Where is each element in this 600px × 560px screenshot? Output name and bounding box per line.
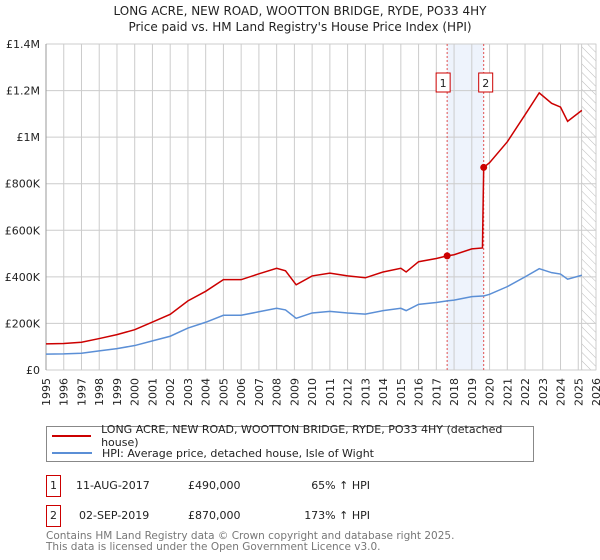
- legend: LONG ACRE, NEW ROAD, WOOTTON BRIDGE, RYD…: [46, 423, 534, 462]
- sale-period-shade: [447, 44, 484, 370]
- legend-swatch-blue: [52, 452, 92, 454]
- legend-item-property: LONG ACRE, NEW ROAD, WOOTTON BRIDGE, RYD…: [47, 423, 533, 449]
- footer-copyright: Contains HM Land Registry data © Crown c…: [46, 530, 455, 542]
- sale-point: [443, 252, 451, 260]
- sale-label-number: 2: [482, 77, 489, 90]
- footer-licence: This data is licensed under the Open Gov…: [46, 541, 381, 553]
- forecast-hatch: [581, 43, 597, 371]
- price-chart: LONG ACRE, NEW ROAD, WOOTTON BRIDGE, RYD…: [5, 4, 600, 406]
- x-tick-label: 2019: [466, 378, 479, 406]
- x-tick-label: 2017: [430, 378, 443, 406]
- footer: Contains HM Land Registry data © Crown c…: [46, 531, 454, 553]
- x-tick-label: 2014: [377, 378, 390, 406]
- x-tick-label: 2006: [235, 378, 248, 406]
- x-tick-label: 2003: [182, 378, 195, 406]
- sale-badge: 2: [46, 505, 61, 527]
- chart-subtitle: Price paid vs. HM Land Registry's House …: [128, 20, 471, 34]
- sale-label-number: 1: [440, 77, 447, 90]
- series-line: [45, 91, 583, 345]
- x-tick-label: 1999: [111, 378, 124, 406]
- x-tick-label: 2026: [590, 378, 600, 406]
- x-tick-label: 2022: [519, 378, 532, 406]
- x-tick-label: 2021: [501, 378, 514, 406]
- chart-title: LONG ACRE, NEW ROAD, WOOTTON BRIDGE, RYD…: [113, 4, 487, 18]
- y-tick-label: £1M: [17, 131, 41, 144]
- x-tick-label: 2005: [217, 378, 230, 406]
- sale-date: 02-SEP-2019: [79, 509, 150, 522]
- x-tick-label: 2008: [271, 378, 284, 406]
- x-tick-label: 2002: [164, 378, 177, 406]
- x-tick-label: 1996: [58, 378, 71, 406]
- sale-date: 11-AUG-2017: [76, 479, 150, 492]
- x-tick-label: 2009: [288, 378, 301, 406]
- x-tick-label: 2013: [359, 378, 372, 406]
- x-tick-label: 2010: [306, 378, 319, 406]
- sale-point: [480, 163, 488, 171]
- sale-label-box: [478, 72, 494, 93]
- x-tick-label: 1998: [93, 378, 106, 406]
- x-tick-label: 2011: [324, 378, 337, 406]
- y-tick-label: £800K: [5, 178, 41, 191]
- y-tick-label: £400K: [5, 271, 41, 284]
- y-tick-label: £1.4M: [6, 38, 40, 51]
- sale-label-box: [435, 72, 451, 93]
- sale-row: 1 11-AUG-2017 £490,000 65% ↑ HPI: [46, 475, 446, 497]
- x-tick-label: 2000: [129, 378, 142, 406]
- x-tick-label: 2001: [146, 378, 159, 406]
- sale-price: £870,000: [188, 509, 241, 522]
- y-tick-label: £600K: [5, 224, 41, 237]
- sale-row: 2 02-SEP-2019 £870,000 173% ↑ HPI: [46, 505, 446, 527]
- x-tick-label: 2025: [572, 378, 585, 406]
- legend-label: HPI: Average price, detached house, Isle…: [102, 446, 374, 460]
- y-tick-label: £200K: [5, 317, 41, 330]
- x-tick-label: 2012: [342, 378, 355, 406]
- x-tick-label: 2015: [395, 378, 408, 406]
- legend-item-hpi: HPI: Average price, detached house, Isle…: [47, 445, 374, 461]
- x-tick-label: 2004: [200, 378, 213, 406]
- legend-label: LONG ACRE, NEW ROAD, WOOTTON BRIDGE, RYD…: [101, 423, 503, 449]
- x-tick-label: 1997: [75, 378, 88, 406]
- x-tick-label: 2023: [537, 378, 550, 406]
- legend-swatch-red: [52, 435, 92, 437]
- sale-hpi: 173% ↑ HPI: [304, 509, 370, 522]
- x-tick-label: 2020: [484, 378, 497, 406]
- sale-price: £490,000: [188, 479, 241, 492]
- x-tick-label: 1995: [40, 378, 53, 406]
- sale-hpi: 65% ↑ HPI: [311, 479, 370, 492]
- y-tick-label: £1.2M: [6, 85, 40, 98]
- series-line: [45, 267, 583, 355]
- y-tick-label: £0: [26, 364, 40, 377]
- x-tick-label: 2018: [448, 378, 461, 406]
- sale-badge: 1: [46, 475, 61, 497]
- x-tick-label: 2007: [253, 378, 266, 406]
- x-tick-label: 2024: [555, 378, 568, 406]
- x-tick-label: 2016: [413, 378, 426, 406]
